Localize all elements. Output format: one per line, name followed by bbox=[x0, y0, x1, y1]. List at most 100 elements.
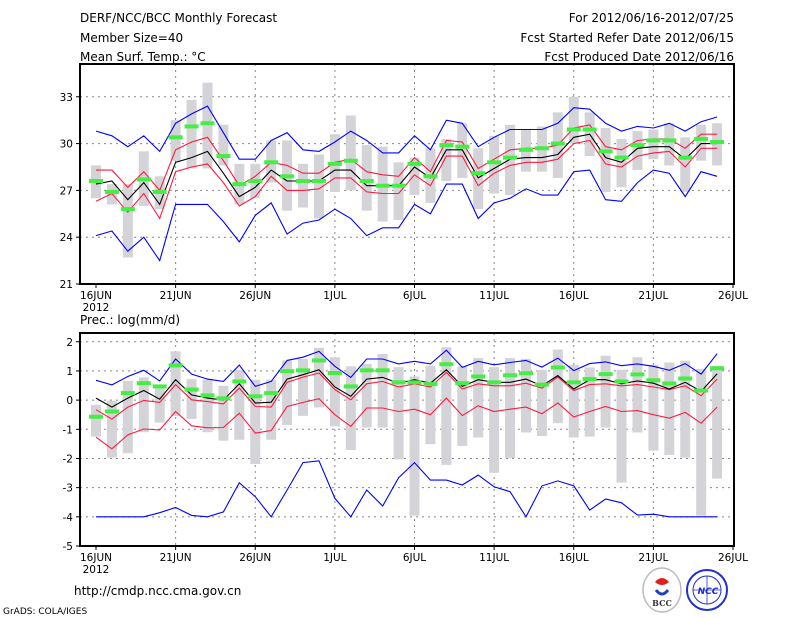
median-marker bbox=[455, 144, 470, 149]
range-bar bbox=[489, 135, 500, 194]
median-marker bbox=[280, 369, 295, 374]
x-tick-label: 26JUL bbox=[718, 290, 748, 302]
median-marker bbox=[678, 155, 693, 160]
median-marker bbox=[200, 393, 215, 398]
precipitation-panel: -5 -4 -3 -2 -1 0 1 2 16JUN 21JUN 26JUN 1JUL 6JUL 11JU… bbox=[63, 332, 748, 576]
range-bar bbox=[505, 124, 516, 196]
upper-line bbox=[96, 124, 718, 192]
range-bar bbox=[122, 184, 133, 258]
bcc-logo-text: BCC bbox=[652, 598, 672, 608]
range-bar bbox=[218, 385, 229, 441]
median-marker bbox=[582, 377, 597, 382]
median-marker bbox=[550, 365, 565, 370]
range-bar bbox=[298, 163, 309, 208]
median-marker bbox=[439, 143, 454, 148]
x-tick-label: 16JUL bbox=[559, 290, 589, 302]
median-marker bbox=[311, 179, 326, 184]
bottom-panel-title: Prec.: log(mm/d) bbox=[80, 313, 180, 327]
range-bar bbox=[712, 123, 723, 166]
y-tick-label: -4 bbox=[63, 512, 74, 524]
forecast-produced-date: Fcst Produced Date 2012/06/16 bbox=[544, 50, 734, 64]
median-marker bbox=[614, 379, 629, 384]
bcc-logo: BCC bbox=[642, 567, 682, 613]
x-year-label: 2012 bbox=[83, 564, 110, 576]
range-bar bbox=[154, 384, 165, 423]
x-tick-label: 21JUN bbox=[160, 290, 192, 302]
x-tick-label: 16JUN bbox=[80, 552, 112, 564]
median-marker bbox=[407, 161, 422, 166]
y-tick-label: 33 bbox=[60, 92, 73, 104]
median-marker bbox=[359, 179, 374, 184]
median-marker bbox=[232, 182, 247, 187]
y-tick-label: -1 bbox=[63, 424, 73, 436]
range-bar bbox=[393, 367, 404, 460]
median-marker bbox=[343, 384, 358, 389]
median-marker bbox=[503, 155, 518, 160]
median-marker bbox=[296, 179, 311, 184]
median-marker bbox=[487, 160, 502, 165]
max-line bbox=[95, 105, 718, 160]
median-marker bbox=[104, 409, 119, 414]
median-marker bbox=[184, 124, 199, 129]
range-bar bbox=[377, 354, 388, 428]
x-tick-label: 21JUL bbox=[638, 290, 668, 302]
range-bar bbox=[520, 358, 531, 433]
range-bar bbox=[568, 364, 579, 438]
median-marker bbox=[89, 179, 103, 184]
source-url: http://cmdp.ncc.cma.gov.cn bbox=[74, 584, 241, 598]
lower-line bbox=[95, 397, 718, 450]
ncc-logo: NCC bbox=[686, 569, 728, 611]
median-marker bbox=[518, 371, 533, 376]
median-marker bbox=[89, 414, 103, 419]
range-bar bbox=[696, 124, 707, 161]
median-marker bbox=[423, 174, 438, 179]
median-marker bbox=[518, 147, 533, 152]
median-marker bbox=[120, 391, 135, 396]
median-marker bbox=[104, 189, 119, 194]
median-marker bbox=[423, 382, 438, 387]
upper-line bbox=[95, 371, 718, 420]
x-tick-label: 11JUL bbox=[479, 290, 509, 302]
mean-line bbox=[95, 369, 718, 408]
median-marker bbox=[710, 140, 725, 145]
range-bar bbox=[600, 355, 611, 428]
member-size: Member Size=40 bbox=[80, 31, 183, 45]
range-bar bbox=[170, 120, 181, 161]
median-marker bbox=[136, 381, 151, 386]
range-bar bbox=[600, 127, 611, 192]
median-marker bbox=[311, 358, 326, 363]
median-marker bbox=[120, 207, 135, 212]
median-marker bbox=[694, 388, 709, 393]
plot-frame bbox=[79, 332, 735, 547]
median-marker bbox=[630, 372, 645, 377]
median-marker bbox=[343, 158, 358, 163]
x-tick-label: 21JUN bbox=[160, 552, 192, 564]
range-bar bbox=[680, 360, 691, 458]
lower-line bbox=[95, 139, 718, 220]
y-tick-label: 0 bbox=[66, 395, 73, 407]
x-tick-label: 11JUL bbox=[479, 552, 509, 564]
range-bar bbox=[584, 367, 595, 437]
range-bar bbox=[664, 362, 675, 455]
range-bar bbox=[138, 377, 149, 433]
range-bar bbox=[313, 154, 324, 219]
y-tick-label: 30 bbox=[60, 139, 73, 151]
range-bar bbox=[170, 351, 181, 416]
median-marker bbox=[327, 161, 342, 166]
range-bar bbox=[345, 366, 356, 451]
range-bar bbox=[632, 357, 643, 433]
range-bar bbox=[250, 379, 261, 465]
median-marker bbox=[168, 363, 183, 368]
median-marker bbox=[232, 379, 247, 384]
median-marker bbox=[136, 177, 151, 182]
y-tick-label: -3 bbox=[63, 483, 73, 495]
range-bar bbox=[616, 369, 627, 483]
range-bar bbox=[441, 347, 452, 465]
y-tick-label: 24 bbox=[60, 232, 74, 244]
median-marker bbox=[248, 394, 263, 399]
median-marker bbox=[407, 380, 422, 385]
range-bar bbox=[361, 363, 372, 428]
range-bar bbox=[106, 400, 117, 458]
range-bar bbox=[329, 357, 340, 427]
